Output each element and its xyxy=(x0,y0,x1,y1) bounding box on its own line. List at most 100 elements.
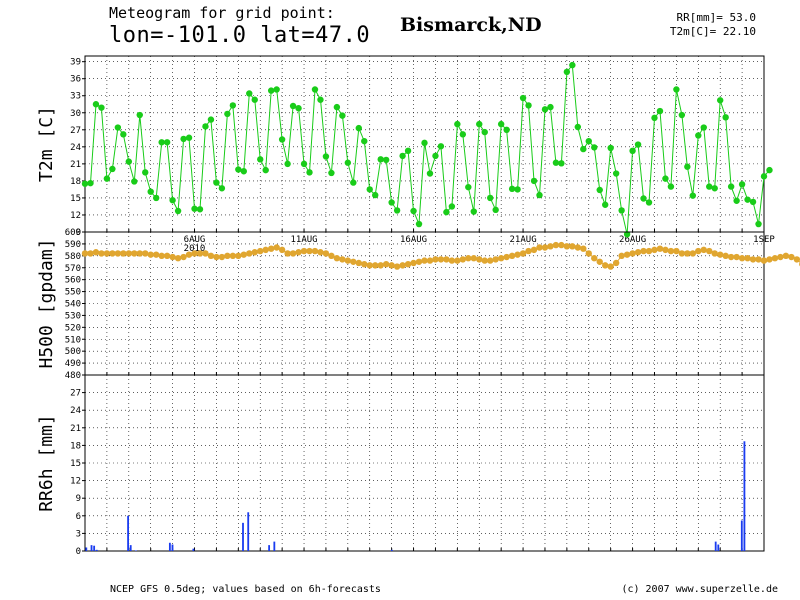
data-point xyxy=(689,250,697,257)
precip-bar xyxy=(168,542,171,551)
data-point xyxy=(311,86,319,93)
data-point xyxy=(612,259,620,267)
y-tick-label: 0 xyxy=(76,547,81,557)
data-point xyxy=(267,87,275,94)
precip-bar xyxy=(129,545,132,551)
data-point xyxy=(760,173,768,180)
data-point xyxy=(645,247,653,255)
data-point xyxy=(596,258,603,265)
y-tick-label: 550 xyxy=(65,288,81,298)
y-axis-label: H500 [gpdam] xyxy=(36,238,57,368)
data-point xyxy=(240,251,247,258)
data-point xyxy=(514,186,521,193)
data-point xyxy=(322,153,330,160)
data-point xyxy=(87,250,94,257)
data-point xyxy=(618,207,625,214)
data-point xyxy=(508,252,516,260)
data-point xyxy=(629,147,636,155)
data-point xyxy=(388,262,395,269)
data-point xyxy=(459,131,467,138)
data-point xyxy=(284,250,291,257)
data-point xyxy=(519,94,527,102)
data-point xyxy=(229,102,237,109)
data-point xyxy=(706,247,713,255)
data-point xyxy=(607,263,614,270)
data-point xyxy=(382,156,390,164)
data-point xyxy=(289,250,297,257)
data-point xyxy=(339,112,346,119)
data-point xyxy=(240,168,247,175)
stat-t2m-mean: T2m[C]= 22.10 xyxy=(669,25,756,38)
data-point xyxy=(481,128,488,136)
data-point xyxy=(755,220,762,228)
data-point xyxy=(278,136,286,143)
data-point xyxy=(284,160,291,168)
data-point xyxy=(727,183,735,190)
data-point xyxy=(519,250,527,257)
data-point xyxy=(574,244,582,251)
y-tick-label: 580 xyxy=(65,252,81,262)
y-axis-label: RR6h [mm] xyxy=(36,414,57,512)
precip-bar xyxy=(93,545,96,551)
y-tick-label: 600 xyxy=(65,228,81,238)
data-point xyxy=(536,244,543,251)
data-point xyxy=(454,257,461,264)
y-tick-label: 27 xyxy=(70,389,81,399)
data-point xyxy=(602,262,609,269)
data-point xyxy=(328,252,335,260)
data-point xyxy=(689,192,697,199)
data-point xyxy=(174,255,182,262)
data-point xyxy=(656,245,664,252)
data-point xyxy=(196,206,204,213)
precip-bar xyxy=(247,512,250,551)
data-point xyxy=(525,102,532,109)
data-point xyxy=(185,134,193,141)
data-point xyxy=(432,152,439,160)
data-point xyxy=(727,253,735,261)
precip-bar xyxy=(192,548,195,551)
data-point xyxy=(152,251,160,258)
data-point xyxy=(103,250,111,257)
data-point xyxy=(684,163,691,170)
data-point xyxy=(213,179,220,186)
data-point xyxy=(257,156,264,163)
data-point xyxy=(580,145,587,153)
data-point xyxy=(481,257,488,264)
data-point xyxy=(487,194,494,202)
data-point xyxy=(377,156,384,163)
data-point xyxy=(662,246,669,254)
data-point xyxy=(793,256,800,263)
precip-bar xyxy=(390,549,393,551)
data-point xyxy=(377,262,384,269)
precip-bar xyxy=(95,549,98,551)
stat-rr-total: RR[mm]= 53.0 xyxy=(676,11,756,24)
data-point xyxy=(109,250,116,257)
data-point xyxy=(716,251,724,258)
data-point xyxy=(344,257,352,264)
data-point xyxy=(623,251,631,258)
data-point xyxy=(415,258,423,265)
data-point xyxy=(640,195,647,202)
data-point xyxy=(246,90,253,97)
panel-frame-2 xyxy=(84,374,765,552)
data-point xyxy=(497,255,505,262)
data-point xyxy=(109,165,116,173)
data-point xyxy=(607,144,614,152)
precip-bar xyxy=(743,441,746,551)
data-point xyxy=(503,253,510,261)
data-point xyxy=(311,247,319,255)
y-tick-label: 9 xyxy=(76,494,81,504)
y-tick-label: 18 xyxy=(70,177,81,187)
data-point xyxy=(700,246,707,254)
data-point xyxy=(366,262,373,269)
data-point xyxy=(98,104,105,111)
data-point xyxy=(547,243,554,250)
y-tick-label: 480 xyxy=(65,371,81,381)
station-name: Bismarck,ND xyxy=(400,14,542,36)
data-point xyxy=(142,250,149,257)
data-point xyxy=(782,252,790,260)
precip-bar xyxy=(273,541,276,551)
data-point xyxy=(766,256,773,263)
data-point xyxy=(536,191,543,199)
precip-bar xyxy=(171,544,174,551)
